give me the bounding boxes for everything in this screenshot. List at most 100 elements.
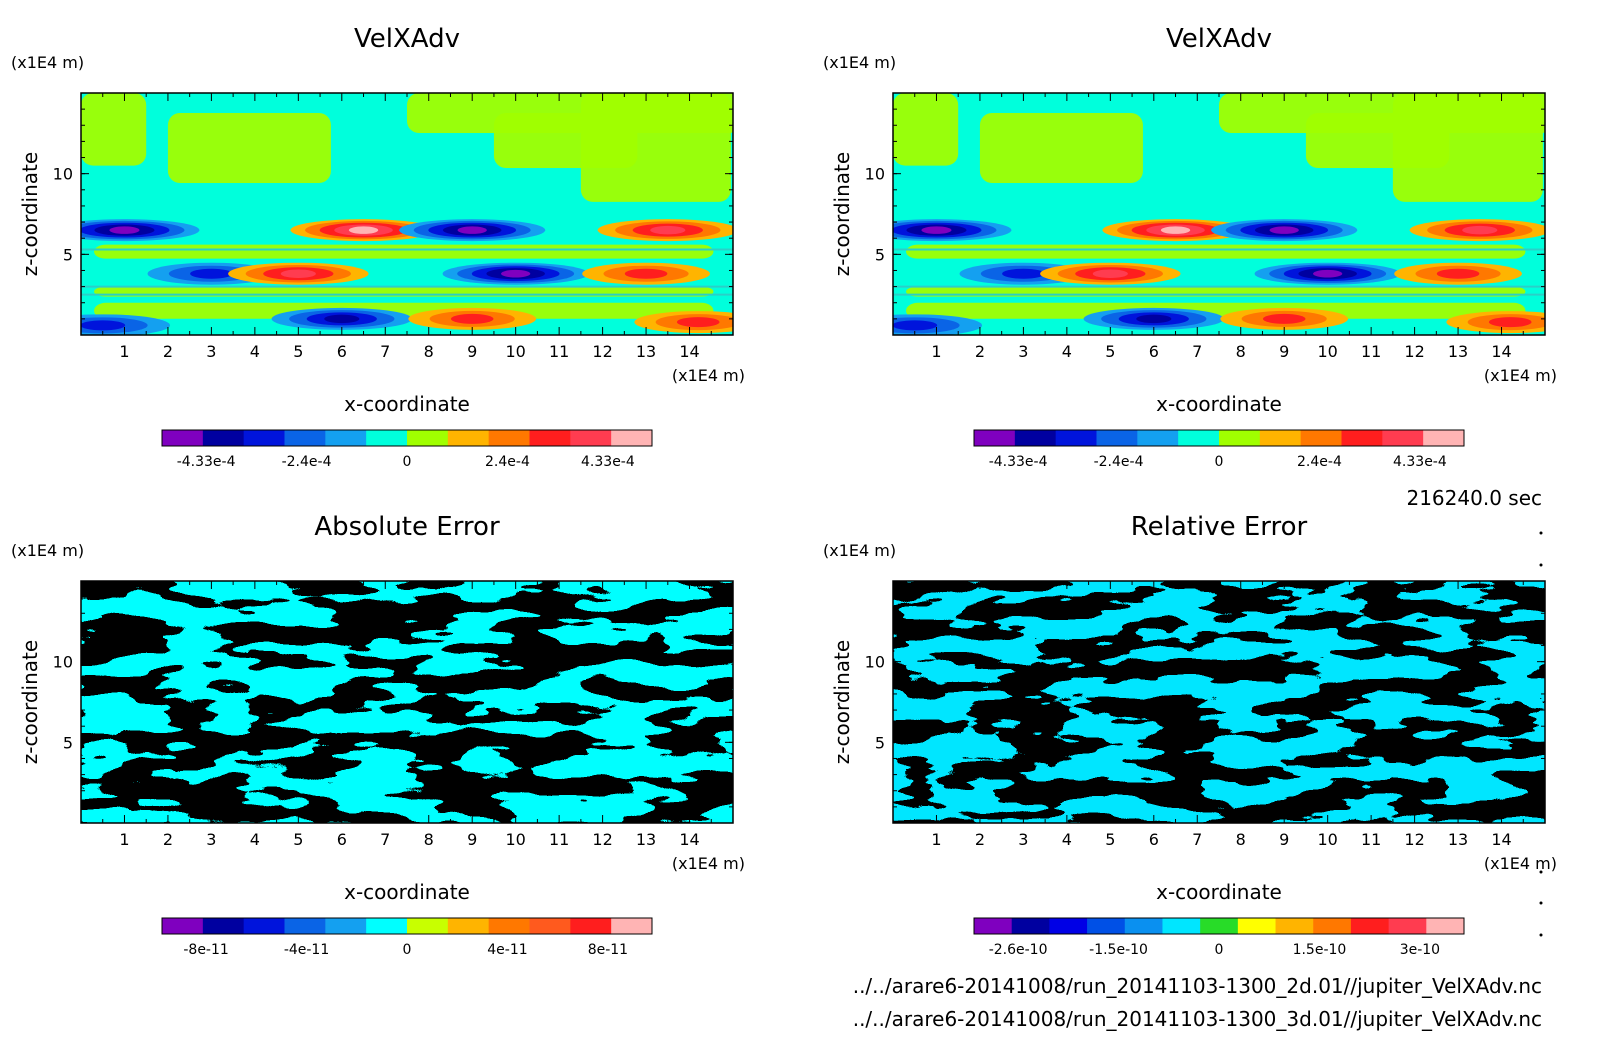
chart-title: Absolute Error: [314, 512, 500, 542]
positive-region: [1305, 113, 1450, 168]
x-unit-label: (x1E4 m): [672, 366, 745, 385]
x-tick-label: 14: [679, 830, 699, 849]
x-tick-label: 1: [931, 342, 941, 361]
positive-region: [493, 113, 638, 168]
y-tick-label: 5: [875, 245, 885, 264]
x-tick-label: 13: [1448, 830, 1468, 849]
colorbar-segment: [202, 430, 245, 446]
x-tick-label: 9: [467, 830, 477, 849]
x-tick-label: 10: [1317, 342, 1337, 361]
y-tick-label: 10: [53, 165, 73, 184]
colorbar-segment: [1259, 430, 1302, 446]
negative-anomaly: [324, 314, 360, 324]
negative-anomaly: [1269, 226, 1299, 234]
y-axis-label: z-coordinate: [18, 640, 42, 764]
colorbar-segment: [1162, 918, 1201, 934]
noise-field: [893, 581, 1545, 823]
colorbar-frame: [161, 917, 653, 935]
colorbar-label: -2.4e-4: [282, 454, 332, 470]
plot-area: [81, 581, 733, 823]
x-tick-label: 4: [1062, 342, 1072, 361]
y-unit-label: (x1E4 m): [823, 541, 896, 560]
x-tick-label: 14: [1491, 342, 1511, 361]
colorbar-segment: [570, 918, 612, 934]
x-tick-label: 5: [1105, 342, 1115, 361]
chart-title: Relative Error: [1131, 512, 1308, 542]
colorbar-label: -4.33e-4: [177, 454, 236, 470]
colorbar-label: 2.4e-4: [1297, 454, 1342, 470]
x-tick-label: 9: [1279, 830, 1289, 849]
colorbar-segment: [447, 918, 490, 934]
colorbar-label: -4e-11: [284, 942, 329, 958]
colorbar-label: 4e-11: [487, 942, 527, 958]
colorbar-segment: [1423, 430, 1465, 446]
x-tick-label: 8: [1236, 830, 1246, 849]
colorbar: -4.33e-4 -2.4e-4 0 2.4e-4 4.33e-4: [973, 429, 1465, 470]
colorbar-label: -4.33e-4: [989, 454, 1048, 470]
colorbar-segment: [1049, 918, 1088, 934]
x-tick-label: 14: [679, 342, 699, 361]
x-tick-label: 13: [636, 342, 656, 361]
x-tick-label: 2: [163, 830, 173, 849]
positive-anomaly: [1262, 313, 1306, 324]
x-tick-label: 10: [505, 342, 525, 361]
positive-region: [94, 244, 714, 259]
y-axis-label: z-coordinate: [830, 152, 854, 276]
colorbar-segment: [1275, 918, 1314, 934]
colorbar-segment: [1388, 918, 1427, 934]
colorbar-segment: [529, 430, 571, 446]
x-axis-label: x-coordinate: [344, 880, 470, 904]
negative-anomaly: [1313, 269, 1343, 278]
x-tick-label: 12: [1404, 830, 1424, 849]
colorbar-segment: [529, 918, 571, 934]
negative-anomaly: [81, 320, 126, 331]
negative-anomaly: [109, 226, 140, 234]
x-tick-label: 6: [1149, 830, 1159, 849]
y-axis-label: z-coordinate: [18, 152, 42, 276]
x-tick-label: 2: [163, 342, 173, 361]
x-tick-label: 11: [549, 342, 569, 361]
x-tick-label: 12: [592, 342, 612, 361]
x-tick-label: 12: [1404, 342, 1424, 361]
plot-area: [81, 93, 733, 335]
positive-region: [979, 113, 1143, 183]
x-unit-label: (x1E4 m): [1484, 366, 1557, 385]
y-tick-label: 10: [53, 653, 73, 672]
x-tick-label: 8: [424, 342, 434, 361]
x-tick-label: 11: [1361, 342, 1381, 361]
x-unit-label: (x1E4 m): [1484, 854, 1557, 873]
colorbar-segment: [1055, 430, 1097, 446]
colorbar-segment: [1011, 918, 1050, 934]
colorbar-segment: [447, 430, 490, 446]
colorbar-segment: [1426, 918, 1465, 934]
positive-anomaly: [1462, 225, 1498, 235]
colorbar-segment: [1137, 430, 1179, 446]
positive-region: [167, 113, 331, 183]
colorbar-frame: [973, 917, 1465, 935]
colorbar-segment: [325, 918, 367, 934]
x-tick-label: 7: [1192, 830, 1202, 849]
positive-region: [81, 93, 147, 166]
colorbar-segment: [162, 918, 204, 934]
colorbar-label: 4.33e-4: [1393, 454, 1447, 470]
x-tick-label: 3: [206, 342, 216, 361]
negative-anomaly: [190, 268, 233, 279]
x-tick-label: 7: [380, 342, 390, 361]
x-tick-label: 12: [592, 830, 612, 849]
colorbar-label: -2.6e-10: [989, 942, 1048, 958]
colorbar-label: 8e-11: [588, 942, 628, 958]
positive-anomaly: [450, 313, 494, 324]
x-tick-label: 3: [206, 830, 216, 849]
colorbar-segment: [488, 918, 530, 934]
y-unit-label: (x1E4 m): [11, 541, 84, 560]
colorbar-label: 3e-10: [1400, 942, 1440, 958]
x-tick-label: 1: [931, 830, 941, 849]
x-tick-label: 7: [1192, 342, 1202, 361]
colorbar: -2.6e-10 -1.5e-10 0 1.5e-10 3e-10: [973, 917, 1465, 958]
chart-title: VelXAdv: [354, 24, 460, 54]
negative-anomaly: [457, 226, 487, 234]
colorbar-segment: [325, 430, 367, 446]
